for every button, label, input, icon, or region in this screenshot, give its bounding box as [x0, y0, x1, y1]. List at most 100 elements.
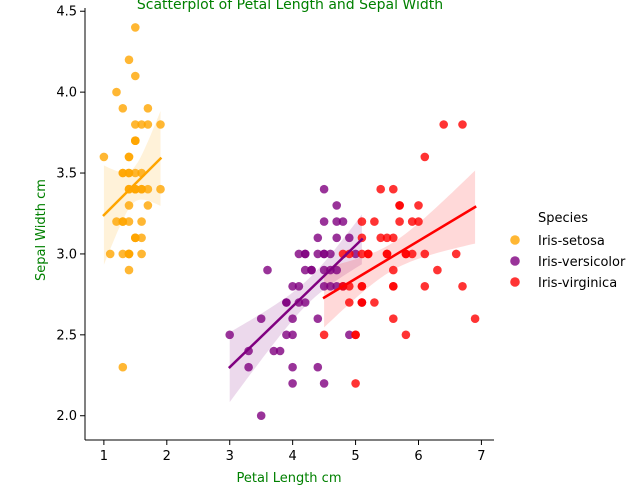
data-point [313, 249, 323, 259]
data-point [124, 55, 134, 65]
data-point [376, 184, 386, 194]
legend-marker [510, 277, 520, 287]
data-point [288, 362, 297, 372]
x-tick-label: 7 [477, 449, 485, 464]
data-point [357, 249, 367, 259]
data-point [319, 379, 329, 388]
data-point [282, 298, 291, 307]
data-point [351, 379, 360, 388]
data-point [351, 249, 360, 259]
data-point [112, 217, 121, 226]
data-point [313, 233, 323, 243]
y-axis-title: Sepal Width cm [34, 179, 49, 281]
data-point [244, 346, 253, 356]
data-point [156, 120, 165, 129]
data-point [326, 282, 335, 291]
y-tick-label: 2.5 [56, 328, 77, 343]
legend-marker [510, 235, 520, 245]
data-point [319, 249, 329, 259]
data-point [137, 184, 146, 194]
x-tick-label: 2 [163, 449, 171, 464]
y-tick-label: 2.0 [56, 409, 77, 424]
legend-label: Iris-versicolor [538, 255, 626, 270]
data-point [345, 249, 354, 259]
data-point [294, 298, 304, 307]
data-point [307, 265, 316, 275]
y-tick-label: 4.5 [56, 5, 77, 20]
data-point [131, 136, 140, 145]
y-tick-label: 3.0 [56, 247, 77, 262]
data-point [363, 249, 373, 259]
legend: Species Iris-setosa Iris-versicolor Iris-v… [510, 211, 626, 291]
data-point [275, 346, 285, 356]
data-point [451, 249, 461, 259]
data-point [118, 217, 128, 226]
data-point [407, 249, 417, 259]
legend-label: Iris-setosa [538, 234, 605, 249]
data-point [389, 233, 398, 243]
data-point [225, 330, 234, 340]
data-point [470, 314, 480, 324]
chart-title: Scatterplot of Petal Length and Sepal Wi… [137, 0, 443, 13]
data-point [124, 152, 134, 162]
data-point [458, 120, 467, 129]
data-point [294, 282, 304, 291]
data-point [124, 168, 134, 178]
data-point [332, 265, 342, 275]
regression-line [102, 156, 163, 217]
data-point [288, 282, 297, 291]
data-point [256, 411, 266, 421]
data-point [420, 249, 430, 259]
y-tick-label: 4.0 [56, 86, 77, 101]
data-point [338, 217, 348, 226]
x-tick-label: 3 [226, 449, 234, 464]
y-axis-ticks: 2.0 2.5 3.0 3.5 4.0 4.5 [56, 5, 85, 424]
data-point [118, 168, 128, 178]
data-point [118, 362, 128, 372]
data-point [300, 298, 310, 307]
data-point [319, 330, 329, 340]
data-point [376, 233, 386, 243]
data-point [345, 298, 354, 307]
data-point [395, 201, 404, 210]
data-point [332, 217, 342, 226]
data-point [143, 104, 153, 113]
y-tick-label: 3.5 [56, 167, 77, 182]
data-point [137, 217, 146, 226]
data-point [319, 217, 329, 226]
data-point [389, 265, 398, 275]
data-point [370, 298, 379, 307]
data-point [131, 233, 140, 243]
data-point [345, 233, 354, 243]
data-point [414, 217, 423, 226]
data-point [124, 217, 134, 226]
data-point [294, 249, 304, 259]
data-point [156, 184, 165, 194]
data-point [244, 362, 253, 372]
data-point [389, 184, 398, 194]
regression-lines [102, 156, 477, 369]
data-point [313, 314, 323, 324]
data-point [389, 314, 398, 324]
data-point [131, 120, 140, 129]
x-axis-ticks: 1 2 3 4 5 6 7 [100, 440, 486, 464]
data-point [143, 184, 153, 194]
data-point [137, 233, 146, 243]
data-point [118, 249, 128, 259]
data-point [137, 120, 146, 129]
data-point [288, 314, 297, 324]
x-tick-label: 4 [289, 449, 297, 464]
data-point [131, 23, 140, 32]
legend-label: Iris-virginica [538, 276, 617, 291]
data-point [118, 104, 128, 113]
data-point [137, 249, 146, 259]
data-point [395, 217, 404, 226]
data-point [433, 265, 442, 275]
data-point [300, 249, 310, 259]
data-point [414, 201, 423, 210]
data-point [282, 330, 291, 340]
data-point [332, 201, 342, 210]
data-point [143, 201, 153, 210]
data-point [370, 217, 379, 226]
